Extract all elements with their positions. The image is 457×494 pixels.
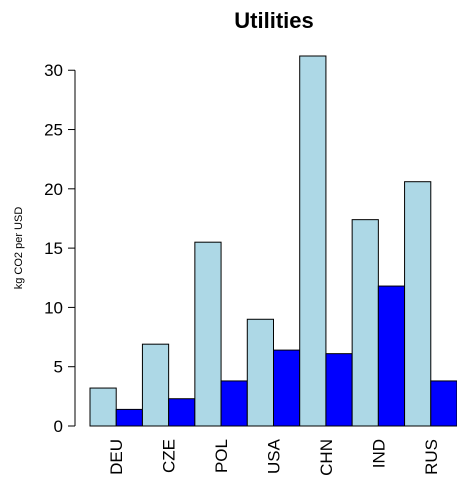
bar-series-2-chn (325, 353, 353, 427)
y-tick-label: 15 (44, 239, 63, 258)
bar-series-2-deu (115, 408, 143, 427)
x-tick-label-ind: IND (369, 439, 388, 468)
y-tick-label: 25 (44, 121, 63, 140)
x-tick-label-cze: CZE (160, 439, 179, 473)
y-axis-label: kg CO2 per USD (13, 207, 25, 290)
x-tick-label-deu: DEU (107, 439, 126, 475)
y-tick-label: 0 (54, 417, 63, 436)
y-tick-label: 30 (44, 61, 63, 80)
y-tick-label: 10 (44, 298, 63, 317)
x-axis-labels: DEU CZE POL USA CHN IND RUS (107, 438, 441, 475)
bars (89, 55, 457, 427)
x-tick-label-pol: POL (212, 439, 231, 473)
bar-series-2-pol (220, 380, 248, 427)
bar-series-2-ind (377, 285, 406, 427)
x-tick-label-usa: USA (265, 438, 284, 474)
y-axis: 0 5 10 15 20 25 30 (44, 61, 76, 436)
y-tick-label: 5 (54, 358, 63, 377)
bar-series-1-usa (246, 318, 275, 427)
bar-series-1-cze (141, 343, 170, 427)
bar-series-2-cze (168, 398, 196, 427)
bar-series-1-chn (299, 55, 327, 427)
bar-series-1-deu (89, 387, 117, 427)
bar-series-1-rus (404, 181, 432, 427)
bar-series-1-ind (351, 219, 379, 427)
x-tick-label-rus: RUS (422, 439, 441, 475)
y-tick-label: 20 (44, 180, 63, 199)
x-tick-label-chn: CHN (317, 439, 336, 476)
bar-series-2-rus (430, 380, 457, 427)
chart-title: Utilities (234, 8, 313, 33)
bar-series-1-pol (194, 241, 222, 427)
bar-series-2-usa (273, 349, 301, 427)
